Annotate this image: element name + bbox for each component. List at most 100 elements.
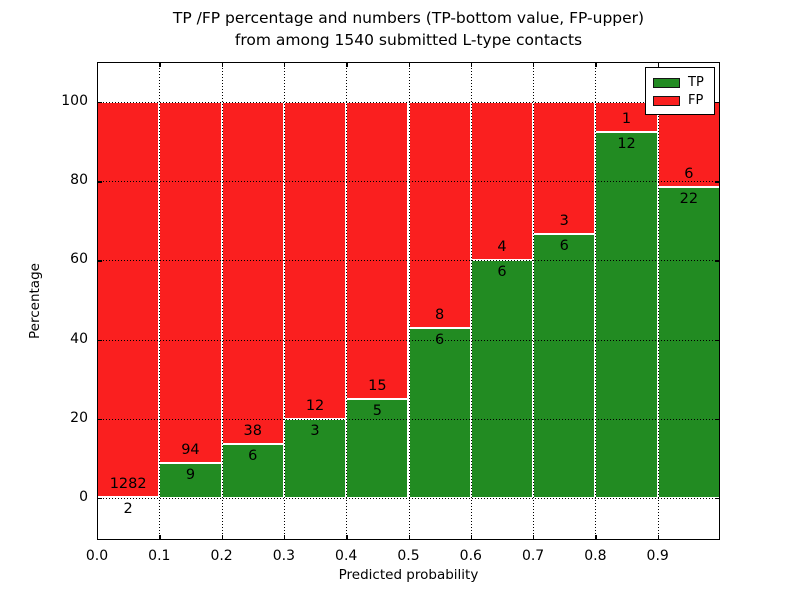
- tick-mark: [595, 62, 597, 67]
- chart-title: TP /FP percentage and numbers (TP-bottom…: [97, 7, 720, 51]
- tick-mark: [283, 62, 286, 67]
- y-tick-label: 20: [70, 409, 88, 426]
- tick-mark: [159, 535, 161, 540]
- bar-tp-segment: [159, 463, 222, 498]
- tick-mark: [346, 535, 348, 540]
- tick-mark: [97, 535, 99, 540]
- x-tick-label: 0.2: [210, 548, 233, 564]
- y-tick-label: 0: [79, 489, 88, 505]
- tp-count-label: 5: [372, 403, 382, 419]
- tick-mark: [657, 535, 660, 540]
- tick-mark: [97, 418, 102, 421]
- bar-tp-segment: [533, 234, 596, 498]
- tick-mark: [97, 181, 102, 183]
- gridline-x: [408, 62, 410, 540]
- legend-label-fp: FP: [688, 93, 704, 108]
- gridline-x: [221, 62, 223, 540]
- tp-count-label: 3: [310, 422, 320, 439]
- x-tick-label: 0.1: [148, 548, 171, 564]
- y-tick-label: 80: [70, 172, 88, 189]
- tick-mark: [408, 62, 410, 67]
- y-tick-label: 60: [70, 251, 88, 268]
- tick-mark: [408, 535, 410, 540]
- bar-fp-segment: [221, 102, 284, 444]
- tick-mark: [470, 62, 473, 67]
- tp-count-label: 12: [617, 136, 636, 153]
- tp-count-label: 6: [435, 332, 445, 349]
- gridline-x: [470, 62, 472, 540]
- chart-title-line1: TP /FP percentage and numbers (TP-bottom…: [172, 9, 645, 27]
- gridline-x: [346, 62, 348, 540]
- x-axis-label: Predicted probability: [338, 567, 479, 583]
- legend: TP FP: [645, 67, 715, 115]
- chart-title-line2: from among 1540 submitted L-type contact…: [234, 31, 583, 49]
- bar-fp-segment: [408, 102, 471, 329]
- y-tick-label: 40: [70, 330, 88, 347]
- fp-count-label: 8: [435, 307, 445, 324]
- fp-count-label: 1: [621, 111, 632, 128]
- bar-fp-segment: [97, 102, 160, 498]
- tick-mark: [221, 62, 223, 67]
- tick-mark: [346, 62, 348, 67]
- tick-mark: [470, 535, 473, 540]
- x-tick-label: 0.9: [646, 548, 669, 564]
- gridline-x: [595, 62, 597, 540]
- legend-label-tp: TP: [688, 75, 704, 90]
- tp-count-label: 6: [497, 264, 507, 281]
- x-tick-label: 0.4: [335, 548, 358, 564]
- y-tick-label: 100: [61, 93, 88, 109]
- bar-tp-segment: [283, 418, 347, 498]
- tick-mark: [715, 498, 720, 500]
- tick-mark: [595, 535, 597, 540]
- tick-mark: [715, 260, 720, 262]
- tick-mark: [97, 102, 102, 104]
- tick-mark: [97, 339, 102, 341]
- tick-mark: [715, 181, 720, 183]
- fp-count-label: 15: [368, 378, 387, 394]
- tp-count-label: 6: [559, 238, 569, 254]
- tick-mark: [715, 339, 720, 341]
- tick-mark: [97, 62, 99, 67]
- y-axis-label: Percentage: [27, 263, 43, 339]
- gridline-x: [657, 62, 659, 540]
- bar-fp-segment: [533, 102, 596, 234]
- fp-count-label: 38: [243, 423, 262, 439]
- x-tick-label: 0.5: [397, 548, 420, 564]
- tick-mark: [657, 62, 660, 67]
- tick-mark: [159, 62, 161, 67]
- tick-mark: [715, 418, 720, 421]
- bar-fp-segment: [159, 102, 222, 464]
- tick-mark: [221, 535, 223, 540]
- bar-tp-segment: [470, 260, 534, 498]
- tick-mark: [283, 535, 286, 540]
- tp-count-label: 6: [248, 448, 258, 464]
- tp-count-label: 9: [185, 467, 196, 484]
- bar-fp-segment: [346, 102, 409, 399]
- plot-area: 1282 2 94 9 38 6 12 3 15 5 8 6 4 6 3 6 1 12 6 22: [97, 62, 720, 540]
- bar-tp-segment: [408, 328, 471, 498]
- gridline-x: [159, 62, 161, 540]
- tick-mark: [715, 102, 720, 104]
- bar-tp-segment: [595, 132, 658, 498]
- gridline-x: [533, 62, 535, 540]
- gridline-x: [283, 62, 285, 540]
- fp-count-label: 4: [497, 239, 507, 256]
- x-tick-label: 0.8: [584, 548, 607, 564]
- x-tick-label: 0.6: [459, 548, 482, 564]
- fp-count-label: 6: [684, 165, 694, 182]
- tick-mark: [533, 535, 535, 540]
- tp-count-label: 22: [679, 190, 699, 207]
- bar-tp-segment: [221, 444, 284, 498]
- legend-swatch-tp: [653, 77, 680, 88]
- tp-count-label: 2: [123, 501, 133, 518]
- legend-swatch-fp: [653, 95, 680, 106]
- tick-mark: [97, 498, 102, 500]
- x-tick-label: 0.0: [85, 548, 109, 564]
- tick-mark: [533, 62, 535, 67]
- bar-tp-segment: [657, 186, 720, 498]
- x-tick-label: 0.3: [272, 548, 296, 564]
- legend-entry-fp: FP: [653, 92, 707, 109]
- fp-count-label: 94: [181, 442, 200, 459]
- fp-count-label: 1282: [109, 476, 147, 493]
